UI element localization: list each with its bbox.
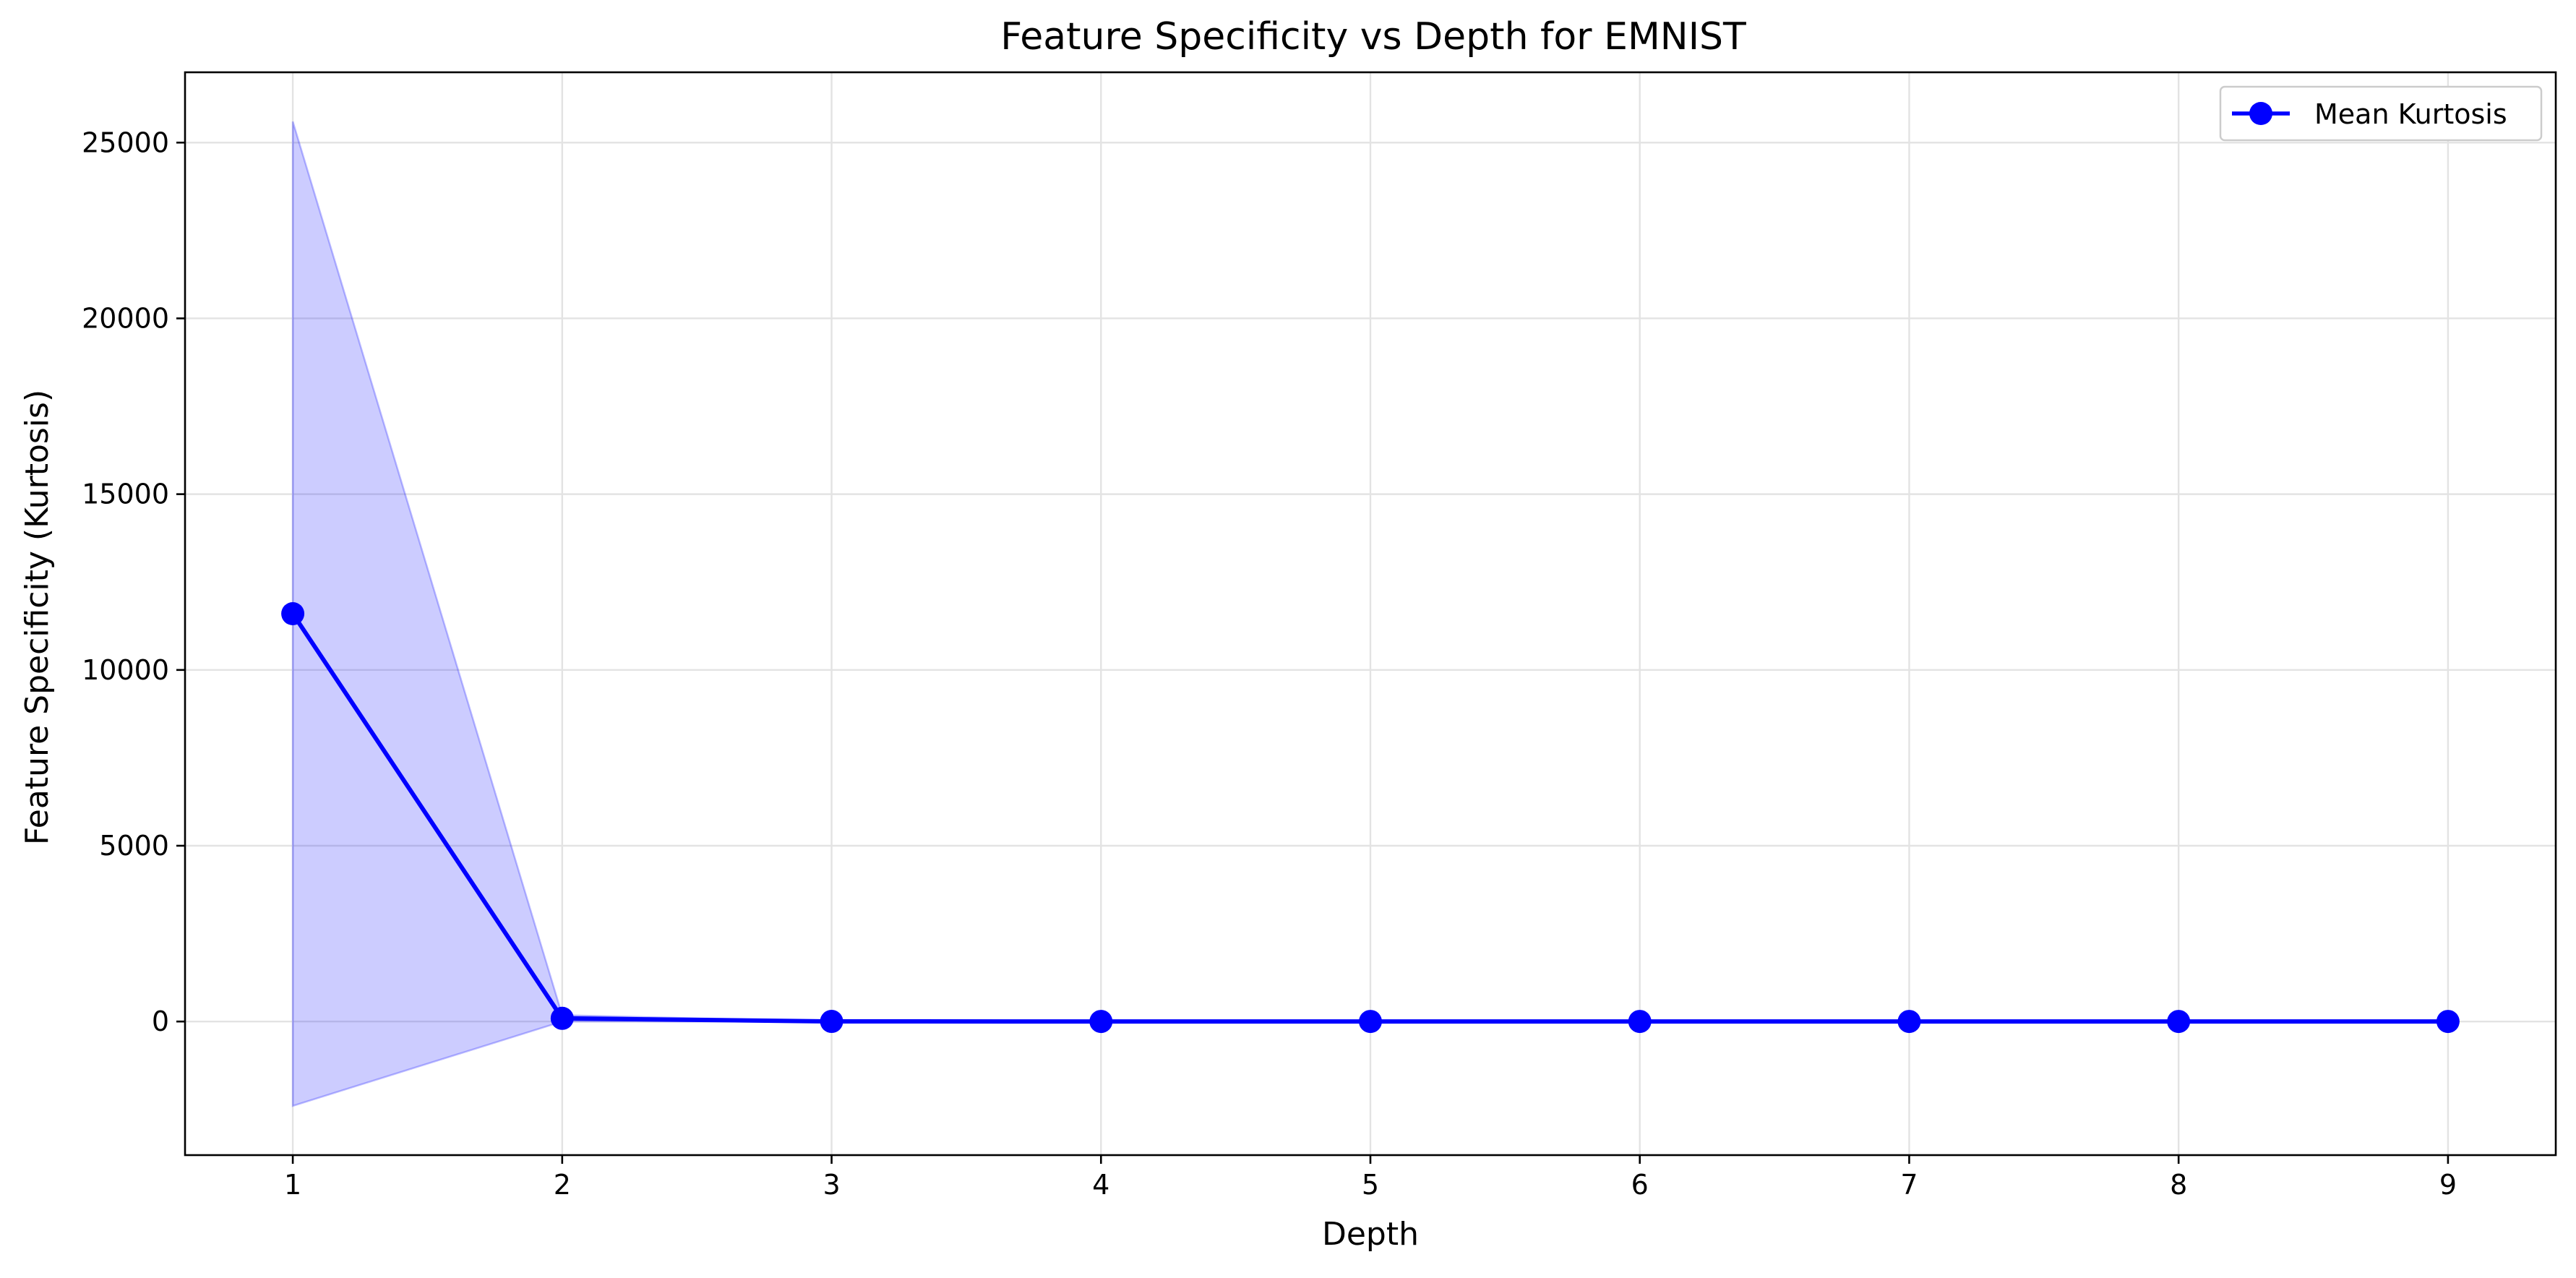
data-point xyxy=(820,1010,843,1034)
tick-layer: 1 2 3 4 5 6 7 8 9 0 5000 10000 15000 20000 25000 xyxy=(82,126,2457,1201)
x-tick-label: 6 xyxy=(1631,1169,1649,1201)
x-tick-label: 5 xyxy=(1362,1169,1379,1201)
legend: Mean Kurtosis xyxy=(2219,85,2543,142)
legend-label: Mean Kurtosis xyxy=(2314,98,2507,130)
y-tick-label: 5000 xyxy=(99,830,169,862)
x-tick-label: 4 xyxy=(1092,1169,1109,1201)
x-tick-label: 3 xyxy=(823,1169,840,1201)
legend-frame xyxy=(2219,85,2543,142)
x-tick-label: 8 xyxy=(2170,1169,2187,1201)
x-axis-title: Depth xyxy=(1322,1216,1419,1253)
data-point xyxy=(1359,1010,1382,1034)
y-tick-label: 25000 xyxy=(82,126,169,158)
y-tick-label: 10000 xyxy=(82,654,169,686)
data-point xyxy=(1628,1010,1652,1034)
series-layer xyxy=(281,602,2460,1034)
data-point xyxy=(1897,1010,1921,1034)
data-point xyxy=(281,602,305,625)
legend-marker xyxy=(2249,102,2272,125)
y-axis-title: Feature Specificity (Kurtosis) xyxy=(19,390,56,845)
data-point xyxy=(1089,1010,1113,1034)
data-point xyxy=(2436,1010,2460,1034)
y-tick-label: 0 xyxy=(152,1005,169,1037)
data-point xyxy=(2167,1010,2191,1034)
x-tick-label: 9 xyxy=(2439,1169,2457,1201)
x-tick-label: 1 xyxy=(284,1169,301,1201)
x-tick-label: 2 xyxy=(554,1169,571,1201)
data-point xyxy=(550,1006,574,1030)
y-tick-label: 15000 xyxy=(82,479,169,510)
chart-title: Feature Specificity vs Depth for EMNIST xyxy=(1000,15,1746,59)
x-tick-label: 7 xyxy=(1900,1169,1918,1201)
y-tick-label: 20000 xyxy=(82,302,169,334)
